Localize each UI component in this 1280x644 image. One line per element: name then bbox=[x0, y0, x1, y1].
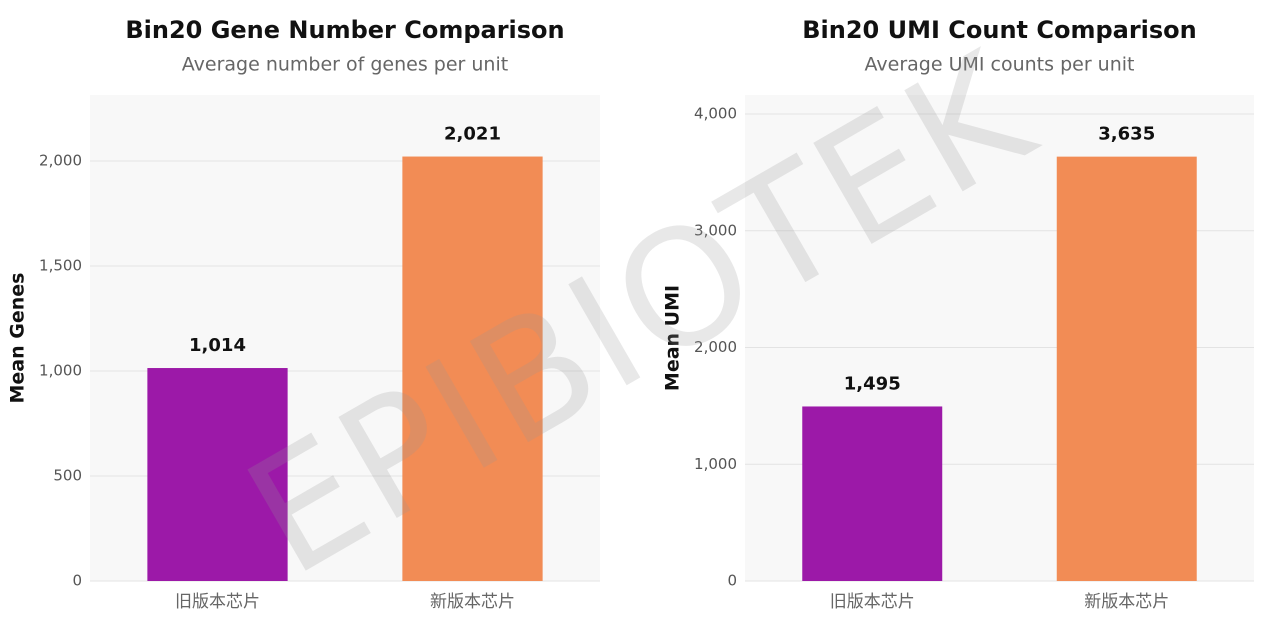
charts: Bin20 Gene Number Comparison Average numb… bbox=[7, 16, 1254, 612]
y-tick-label: 2,000 bbox=[39, 151, 82, 169]
x-tick-label: 新版本芯片 bbox=[1084, 592, 1169, 612]
x-tick-label: 旧版本芯片 bbox=[830, 592, 915, 612]
chart-subtitle: Average UMI counts per unit bbox=[865, 54, 1135, 76]
chart-subtitle: Average number of genes per unit bbox=[182, 54, 508, 76]
y-tick-label: 500 bbox=[53, 466, 82, 484]
y-tick-label: 0 bbox=[72, 572, 82, 590]
chart-title: Bin20 UMI Count Comparison bbox=[802, 16, 1197, 44]
bar bbox=[402, 156, 543, 581]
value-label: 1,495 bbox=[844, 373, 901, 394]
y-tick-label: 0 bbox=[727, 572, 737, 590]
value-label: 1,014 bbox=[189, 335, 246, 356]
y-axis-title: Mean Genes bbox=[7, 273, 29, 404]
y-axis-title: Mean UMI bbox=[662, 285, 684, 391]
chart-title: Bin20 Gene Number Comparison bbox=[125, 16, 564, 44]
bar bbox=[147, 368, 288, 581]
y-tick-label: 4,000 bbox=[694, 105, 737, 123]
y-tick-label: 1,500 bbox=[39, 256, 82, 274]
x-tick-label: 新版本芯片 bbox=[430, 592, 515, 612]
y-tick-label: 2,000 bbox=[694, 338, 737, 356]
y-tick-label: 1,000 bbox=[694, 455, 737, 473]
bar bbox=[1056, 156, 1197, 581]
bar bbox=[802, 406, 943, 581]
value-label: 3,635 bbox=[1098, 124, 1155, 145]
x-tick-label: 旧版本芯片 bbox=[175, 592, 260, 612]
y-tick-label: 3,000 bbox=[694, 221, 737, 239]
page: Bin20 Gene Number Comparison Average numb… bbox=[6, 15, 1254, 612]
value-label: 2,021 bbox=[444, 124, 501, 145]
y-tick-label: 1,000 bbox=[39, 361, 82, 379]
